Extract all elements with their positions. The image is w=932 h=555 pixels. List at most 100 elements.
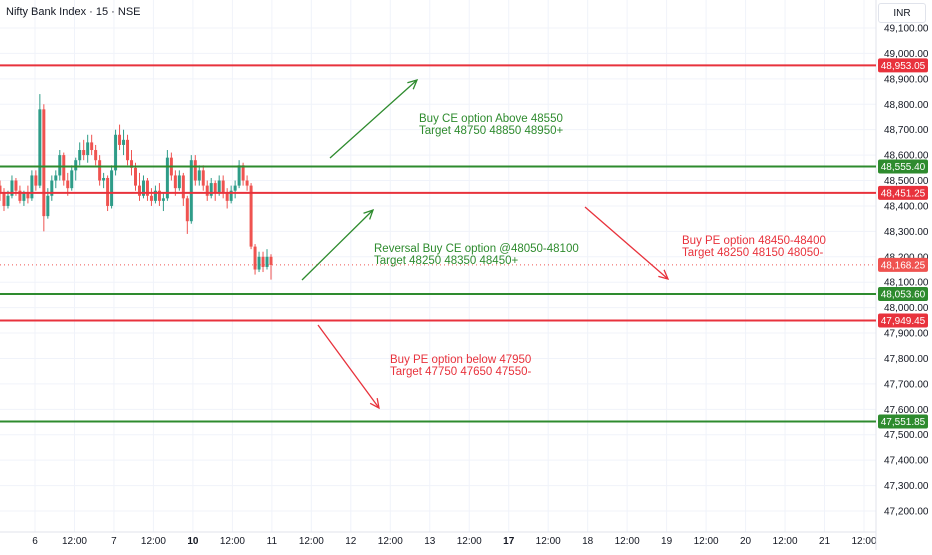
candle-body <box>2 193 6 206</box>
last-price-label: 48,168.25 <box>881 260 926 271</box>
candle-body <box>257 256 261 270</box>
candle-body <box>14 180 18 191</box>
candle-body <box>229 190 233 201</box>
arrow-down-pe[interactable] <box>584 206 669 280</box>
y-tick-label: 49,100.00 <box>884 24 929 35</box>
arrow-down-pe-head <box>658 269 670 280</box>
candle-body <box>265 256 269 267</box>
y-tick-label: 47,400.00 <box>884 456 929 467</box>
x-tick-label: 18 <box>582 536 594 547</box>
candle-body <box>34 175 38 186</box>
candle-body <box>181 175 185 199</box>
candle-body <box>86 142 90 156</box>
candle-body <box>237 165 241 186</box>
candle-body <box>205 185 209 196</box>
annotation-text: Target 48250 48350 48450+ <box>374 255 518 267</box>
candle-body <box>102 177 106 181</box>
candle-body <box>221 180 225 194</box>
arrow-up-reversal[interactable] <box>301 209 374 281</box>
candle-body <box>78 150 82 161</box>
y-tick-label: 49,000.00 <box>884 49 929 60</box>
chart-title: Nifty Bank Index · 15 · NSE <box>6 6 141 18</box>
candle-body <box>42 109 46 217</box>
candle-body <box>157 190 161 201</box>
candle-body <box>134 167 137 186</box>
x-tick-label: 12:00 <box>615 536 640 547</box>
candle-body <box>26 193 30 199</box>
level-price-label: 48,451.25 <box>881 188 926 199</box>
x-tick-label: 12:00 <box>851 536 876 547</box>
annotation-text: Target 47750 47650 47550- <box>390 366 531 378</box>
candle-body <box>185 198 189 222</box>
candle-body <box>22 193 26 201</box>
x-tick-label: 21 <box>819 536 831 547</box>
x-tick-label: 7 <box>111 536 117 547</box>
x-tick-label: 10 <box>187 536 199 547</box>
candle-body <box>137 185 141 196</box>
arrow-up-ce-head <box>407 79 419 90</box>
level-price-badge <box>878 58 928 73</box>
annotation-text: Buy PE option below 47950 <box>390 354 531 366</box>
level-price-badge <box>878 287 928 302</box>
candle-body <box>161 198 165 201</box>
y-tick-label: 48,300.00 <box>884 227 929 238</box>
x-tick-label: 12:00 <box>457 536 482 547</box>
candle-body <box>153 190 157 201</box>
x-tick-label: 19 <box>661 536 673 547</box>
currency-button[interactable]: INR <box>878 3 926 23</box>
candle-body <box>130 160 134 168</box>
candle-body <box>193 160 197 181</box>
candle-body <box>18 190 22 201</box>
candle-body <box>30 175 34 199</box>
y-tick-label: 48,100.00 <box>884 278 929 289</box>
candle-body <box>118 134 122 145</box>
candle-body <box>122 139 126 145</box>
candle-body <box>126 139 130 161</box>
y-tick-label: 47,600.00 <box>884 405 929 416</box>
x-tick-label: 20 <box>740 536 752 547</box>
arrow-down-pe-breakdown[interactable] <box>317 324 380 409</box>
candle-body <box>269 256 273 265</box>
x-tick-label: 12:00 <box>378 536 403 547</box>
arrow-up-reversal-head <box>363 208 375 220</box>
x-tick-label: 6 <box>32 536 38 547</box>
x-tick-label: 12:00 <box>220 536 245 547</box>
candle-body <box>145 180 149 196</box>
y-tick-label: 47,500.00 <box>884 430 929 441</box>
candle-body <box>201 170 205 186</box>
y-tick-label: 48,900.00 <box>884 74 929 85</box>
candle-body <box>189 160 193 222</box>
candle-body <box>245 180 249 186</box>
candle-body <box>253 246 257 270</box>
y-tick-label: 48,000.00 <box>884 303 929 314</box>
y-tick-label: 48,500.00 <box>884 176 929 187</box>
candle-body <box>114 134 118 171</box>
candle-body <box>58 155 62 176</box>
candle-body <box>66 180 70 189</box>
candle-body <box>149 195 153 201</box>
candle-body <box>94 150 98 161</box>
candle-body <box>38 109 42 186</box>
x-tick-label: 12:00 <box>536 536 561 547</box>
annotation-text: Buy PE option 48450-48400 <box>682 235 826 247</box>
candle-body <box>177 175 181 189</box>
candle-body <box>213 183 217 194</box>
y-tick-label: 48,600.00 <box>884 151 929 162</box>
y-tick-label: 48,200.00 <box>884 252 929 263</box>
arrow-up-ce[interactable] <box>329 79 418 159</box>
last-price-badge <box>878 257 928 272</box>
x-tick-label: 13 <box>424 536 436 547</box>
y-tick-label: 48,700.00 <box>884 125 929 136</box>
x-tick-label: 12:00 <box>694 536 719 547</box>
annotation-text: Target 48750 48850 48950+ <box>419 125 563 137</box>
candle-body <box>98 160 102 181</box>
x-tick-label: 12:00 <box>773 536 798 547</box>
y-tick-label: 47,900.00 <box>884 329 929 340</box>
annotation-text: Target 48250 48150 48050- <box>682 247 823 259</box>
candle-body <box>10 180 14 196</box>
annotation-text: Reversal Buy CE option @48050-48100 <box>374 243 579 255</box>
arrow-down-pe-breakdown-head <box>369 398 380 410</box>
candle-body <box>74 160 78 171</box>
